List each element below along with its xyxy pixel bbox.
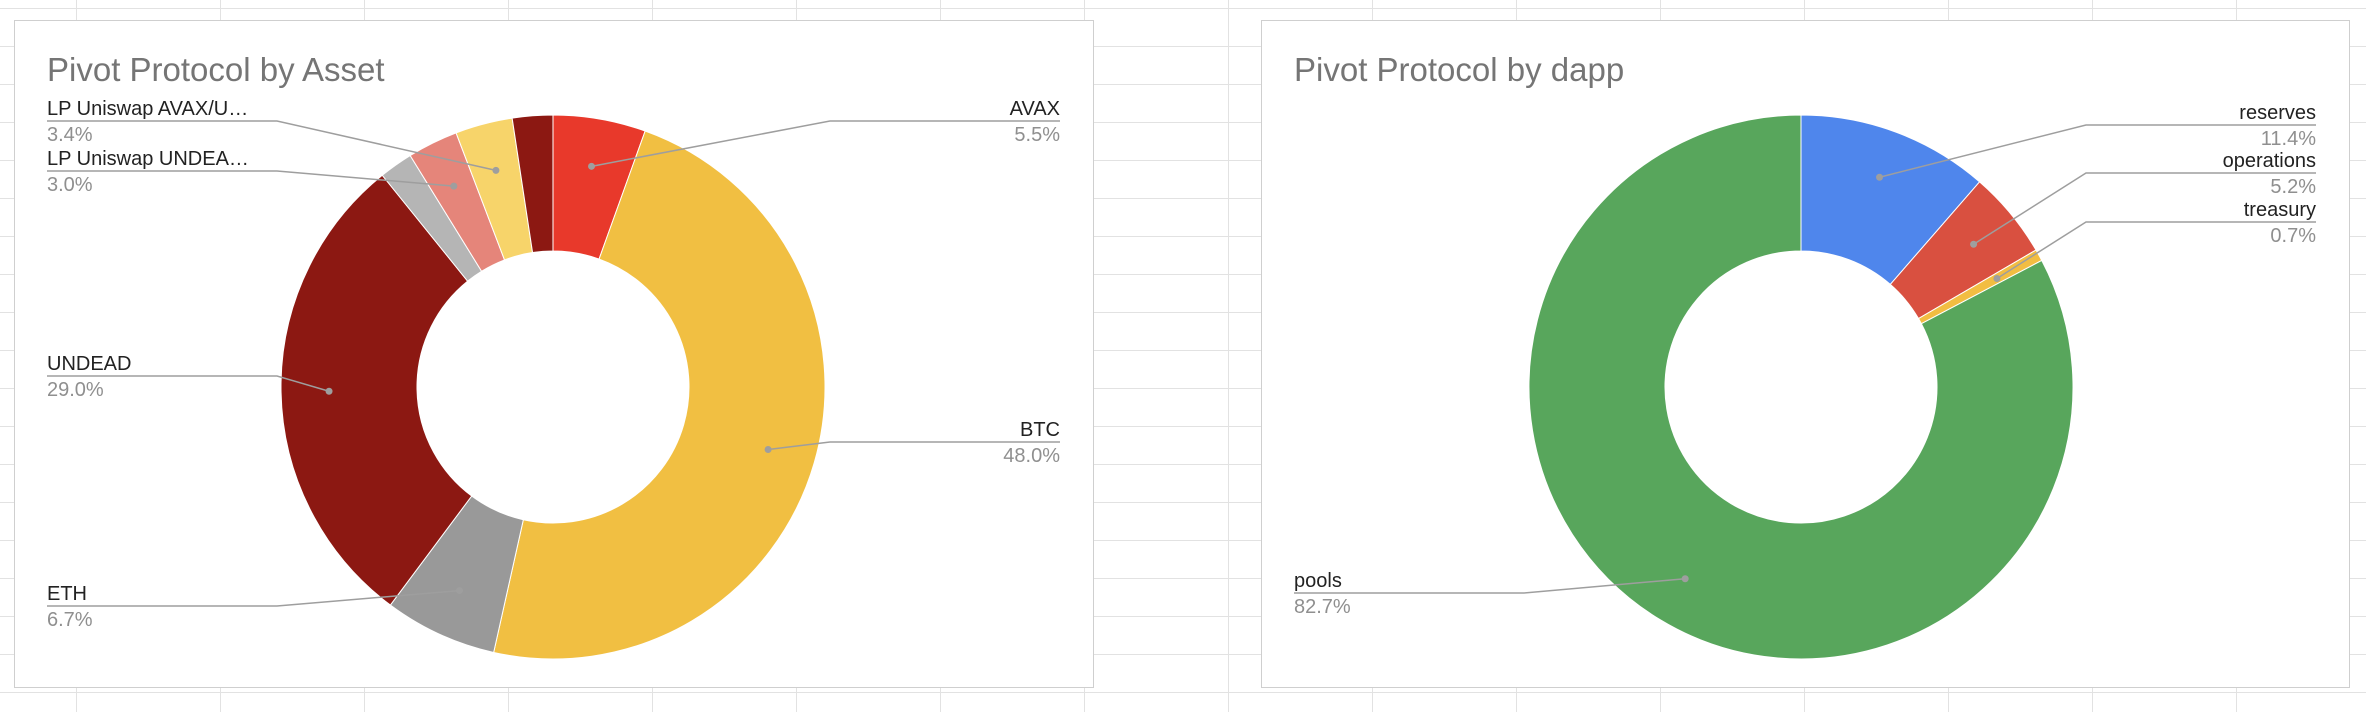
leader-dot xyxy=(1993,274,2001,282)
leader-dot xyxy=(588,162,596,170)
slice-label: BTC xyxy=(1020,419,1060,441)
slice-percent: 3.4% xyxy=(47,124,93,146)
leader-line xyxy=(1996,221,2316,280)
leader-line xyxy=(47,170,454,187)
slice-label: treasury xyxy=(2244,199,2316,221)
leader-line xyxy=(47,375,330,392)
slice-percent: 11.4% xyxy=(2261,128,2316,150)
slice-percent: 0.7% xyxy=(2270,225,2316,247)
leader-dot xyxy=(456,587,464,595)
slices xyxy=(280,114,826,660)
slice-label: LP Uniswap AVAX/U… xyxy=(47,98,248,120)
leader-line xyxy=(1294,577,1686,594)
leader-dot xyxy=(1970,240,1978,248)
leader-dot xyxy=(764,445,772,453)
chart-title: Pivot Protocol by Asset xyxy=(47,51,385,88)
asset-donut-chart[interactable]: AVAX 5.5% BTC 48.0% ETH 6.7% UNDEAD 29.0% LP Uni… xyxy=(15,21,1093,687)
slice-label: ETH xyxy=(47,583,87,605)
slice-label: LP Uniswap UNDEA… xyxy=(47,148,249,170)
leader-dot xyxy=(450,182,458,190)
labels: AVAX 5.5% BTC 48.0% ETH 6.7% UNDEAD 29.0% LP Uni… xyxy=(47,98,1060,631)
slice-percent: 5.2% xyxy=(2270,176,2316,198)
leader-line xyxy=(591,120,1060,168)
pie-slice[interactable] xyxy=(493,130,826,660)
dapp-donut-chart[interactable]: reserves 11.4%operations 5.2%treasury 0.7% p… xyxy=(1262,21,2349,687)
leader-line xyxy=(1879,124,2316,178)
leader-line xyxy=(47,589,460,607)
slices xyxy=(1528,114,2074,660)
leader-dot xyxy=(1876,173,1884,181)
chart-title: Pivot Protocol by dapp xyxy=(1294,51,1625,88)
leader-dot xyxy=(325,387,333,395)
slice-percent: 5.5% xyxy=(1014,124,1060,146)
slice-percent: 48.0% xyxy=(1003,445,1060,467)
asset-chart-panel: Pivot Protocol by Asset AVAX 5.5% BTC 48.0%… xyxy=(14,20,1094,688)
slice-percent: 29.0% xyxy=(47,379,104,401)
slice-label: operations xyxy=(2223,150,2316,172)
dapp-chart-panel: Pivot Protocol by dapp reserves 11.4% oper… xyxy=(1261,20,2350,688)
slice-percent: 3.0% xyxy=(47,174,93,196)
leader-line xyxy=(47,120,497,172)
slice-label: reserves xyxy=(2239,102,2316,124)
leader-dot xyxy=(492,166,500,174)
pie-slice[interactable] xyxy=(280,174,473,606)
slice-label: AVAX xyxy=(1010,98,1060,120)
slice-label: pools xyxy=(1294,570,1342,592)
pie-slice[interactable] xyxy=(1528,114,2074,660)
leader-line xyxy=(768,441,1060,451)
slice-label: UNDEAD xyxy=(47,353,131,375)
labels: reserves 11.4%operations 5.2%treasury 0.7% p… xyxy=(1294,102,2316,618)
leader-dot xyxy=(1681,575,1689,583)
slice-percent: 82.7% xyxy=(1294,596,1351,618)
leader-line xyxy=(1973,172,2316,245)
slice-percent: 6.7% xyxy=(47,609,93,631)
pie-slice[interactable] xyxy=(511,114,554,254)
